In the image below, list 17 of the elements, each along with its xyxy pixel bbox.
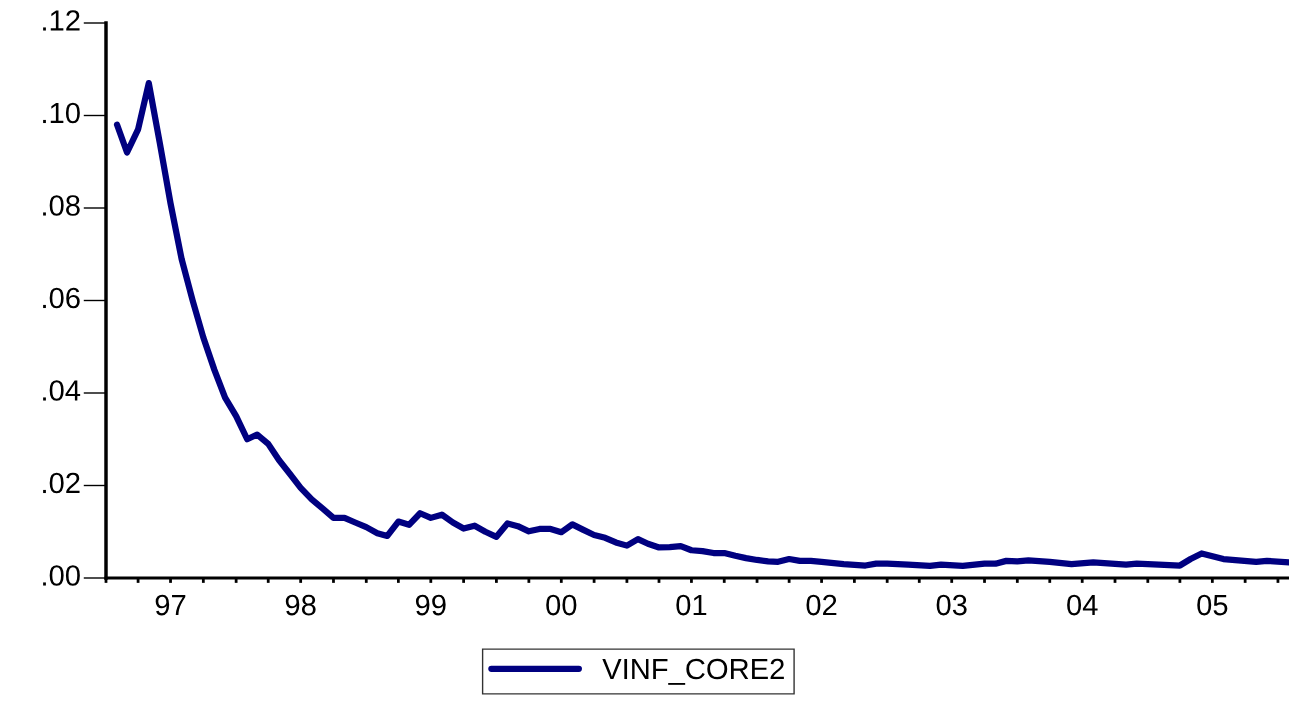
x-tick-label: 01 — [676, 594, 707, 616]
x-tick-label: 97 — [155, 594, 186, 616]
y-tick-label: .00 — [43, 565, 80, 586]
x-tick-label: 99 — [415, 594, 446, 616]
legend-label: VINF_CORE2 — [602, 658, 784, 685]
y-tick-label: .08 — [43, 195, 80, 216]
y-tick-label: .12 — [43, 10, 80, 31]
x-tick-label: 03 — [936, 594, 967, 616]
x-tick-label: 05 — [1197, 594, 1228, 616]
y-tick-label: .06 — [43, 287, 80, 309]
x-tick-label: 04 — [1067, 594, 1098, 616]
y-tick-label: .02 — [43, 472, 80, 494]
y-tick-label: .04 — [43, 380, 81, 401]
y-tick-label: .10 — [43, 102, 80, 124]
x-tick-label: 98 — [285, 594, 316, 616]
x-tick-label: 00 — [546, 594, 577, 616]
x-tick-label: 02 — [806, 594, 837, 616]
